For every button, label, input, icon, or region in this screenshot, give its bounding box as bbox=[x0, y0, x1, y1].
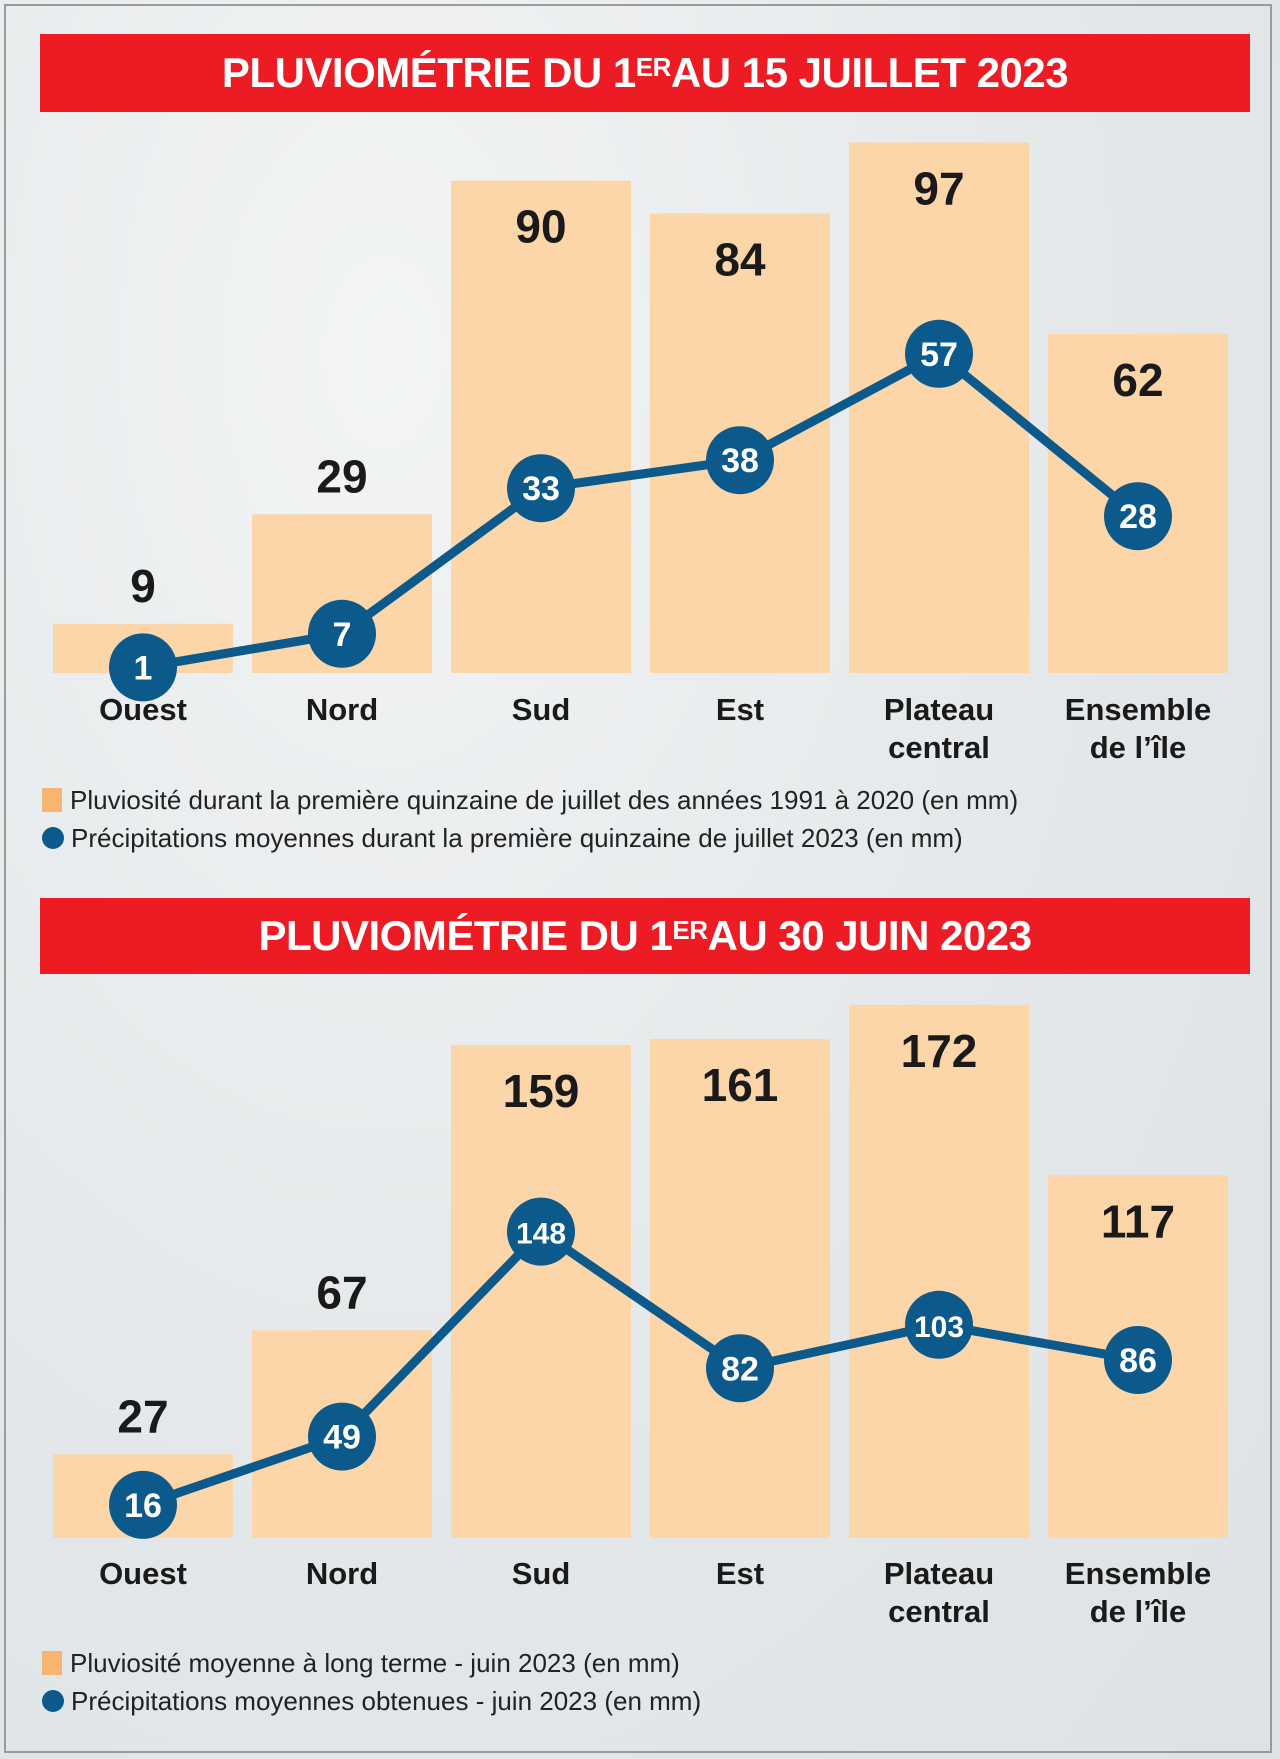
line-point-5 bbox=[1104, 1325, 1172, 1394]
category-label: Ouest bbox=[99, 692, 187, 727]
line-point-0 bbox=[109, 633, 177, 702]
bar-value-label: 97 bbox=[913, 162, 964, 214]
legend-bar-swatch bbox=[42, 1651, 62, 1675]
category-label: Nord bbox=[306, 692, 378, 727]
category-label: Sud bbox=[512, 692, 571, 727]
chart-2: 27 67 159 161 172 117 16 49 148 82 103 86 Ouest Nord S… bbox=[53, 1004, 1228, 1629]
bar-value-label: 62 bbox=[1112, 354, 1163, 406]
line-point-label: 33 bbox=[522, 470, 560, 508]
line-point-3 bbox=[706, 426, 774, 495]
title-superscript: ER bbox=[635, 51, 672, 82]
line-point-1 bbox=[308, 1402, 376, 1471]
legend-label: Précipitations moyennes obtenues - juin … bbox=[71, 1685, 702, 1716]
bar-4 bbox=[849, 1004, 1029, 1538]
chart-1: 9 29 90 84 97 62 1 7 33 38 57 28 Ouest Nord Sud Est Plat… bbox=[53, 142, 1228, 765]
title-text-rest: AU 15 JUILLET 2023 bbox=[670, 49, 1069, 96]
legend-item-bars: Pluviosité durant la première quinzaine … bbox=[42, 781, 1018, 819]
bar-value-label: 172 bbox=[901, 1025, 978, 1077]
bar-value-label: 90 bbox=[515, 201, 566, 253]
line-point-5 bbox=[1104, 482, 1172, 551]
legend-label: Pluviosité moyenne à long terme - juin 2… bbox=[70, 1647, 680, 1678]
line-point-0 bbox=[109, 1470, 177, 1539]
bar-3 bbox=[650, 1038, 830, 1538]
legend-bar-swatch bbox=[42, 788, 62, 812]
line-point-3 bbox=[706, 1334, 774, 1403]
chart-1-legend: Pluviosité durant la première quinzaine … bbox=[42, 781, 1018, 857]
category-label: de l’île bbox=[1090, 1594, 1186, 1629]
line-point-label: 28 bbox=[1119, 498, 1157, 536]
line-point-label: 148 bbox=[516, 1218, 566, 1251]
line-point-2 bbox=[507, 454, 575, 523]
category-label: Plateau bbox=[884, 1556, 994, 1591]
bar-2 bbox=[451, 180, 631, 673]
legend-item-bars: Pluviosité moyenne à long terme - juin 2… bbox=[42, 1644, 701, 1682]
category-label: Ensemble bbox=[1065, 692, 1211, 727]
category-label: Nord bbox=[306, 1556, 378, 1591]
legend-item-line: Précipitations moyennes obtenues - juin … bbox=[42, 1682, 701, 1720]
line-point-4 bbox=[905, 319, 973, 388]
legend-dot-swatch bbox=[42, 1690, 64, 1712]
line-point-label: 57 bbox=[920, 336, 958, 374]
category-label: Est bbox=[716, 692, 764, 727]
bar-value-label: 161 bbox=[702, 1059, 779, 1111]
category-label: de l’île bbox=[1090, 730, 1186, 765]
title-text-rest: AU 30 JUIN 2023 bbox=[707, 912, 1033, 959]
line-point-1 bbox=[308, 599, 376, 668]
bar-value-label: 9 bbox=[130, 560, 156, 612]
category-label: central bbox=[888, 1594, 990, 1629]
chart-2-legend: Pluviosité moyenne à long terme - juin 2… bbox=[42, 1644, 701, 1720]
line-point-label: 7 bbox=[333, 616, 352, 654]
line-point-label: 82 bbox=[721, 1350, 759, 1388]
legend-label: Précipitations moyennes durant la premiè… bbox=[71, 822, 963, 853]
line-point-label: 103 bbox=[914, 1311, 964, 1344]
bar-value-label: 159 bbox=[503, 1065, 580, 1117]
category-label: central bbox=[888, 730, 990, 765]
category-label: Sud bbox=[512, 1556, 571, 1591]
category-label: Est bbox=[716, 1556, 764, 1591]
line-point-label: 1 bbox=[134, 649, 153, 687]
legend-dot-swatch bbox=[42, 827, 64, 849]
chart-1-title: PLUVIOMÉTRIE DU 1 ER AU 15 JUILLET 2023 bbox=[40, 34, 1250, 112]
line-point-label: 38 bbox=[721, 442, 759, 480]
bar-value-label: 117 bbox=[1101, 1195, 1175, 1247]
legend-item-line: Précipitations moyennes durant la premiè… bbox=[42, 819, 1018, 857]
title-superscript: ER bbox=[672, 914, 708, 945]
line-point-4 bbox=[905, 1290, 973, 1359]
line-point-label: 16 bbox=[124, 1487, 162, 1525]
bar-value-label: 29 bbox=[316, 450, 367, 502]
category-label: Ouest bbox=[99, 1556, 187, 1591]
category-label: Plateau bbox=[884, 692, 994, 727]
line-point-label: 86 bbox=[1119, 1342, 1157, 1380]
chart-2-title: PLUVIOMÉTRIE DU 1 ER AU 30 JUIN 2023 bbox=[40, 898, 1250, 974]
bar-value-label: 27 bbox=[117, 1390, 168, 1442]
category-label: Ensemble bbox=[1065, 1556, 1211, 1591]
title-text: PLUVIOMÉTRIE DU 1 bbox=[221, 49, 636, 96]
legend-label: Pluviosité durant la première quinzaine … bbox=[70, 784, 1019, 815]
line-point-label: 49 bbox=[323, 1419, 361, 1457]
frame-border bbox=[4, 4, 1272, 1753]
title-text: PLUVIOMÉTRIE DU 1 bbox=[258, 912, 673, 959]
bar-value-label: 67 bbox=[316, 1266, 367, 1318]
bar-value-label: 84 bbox=[714, 234, 766, 286]
line-point-2 bbox=[507, 1197, 575, 1266]
